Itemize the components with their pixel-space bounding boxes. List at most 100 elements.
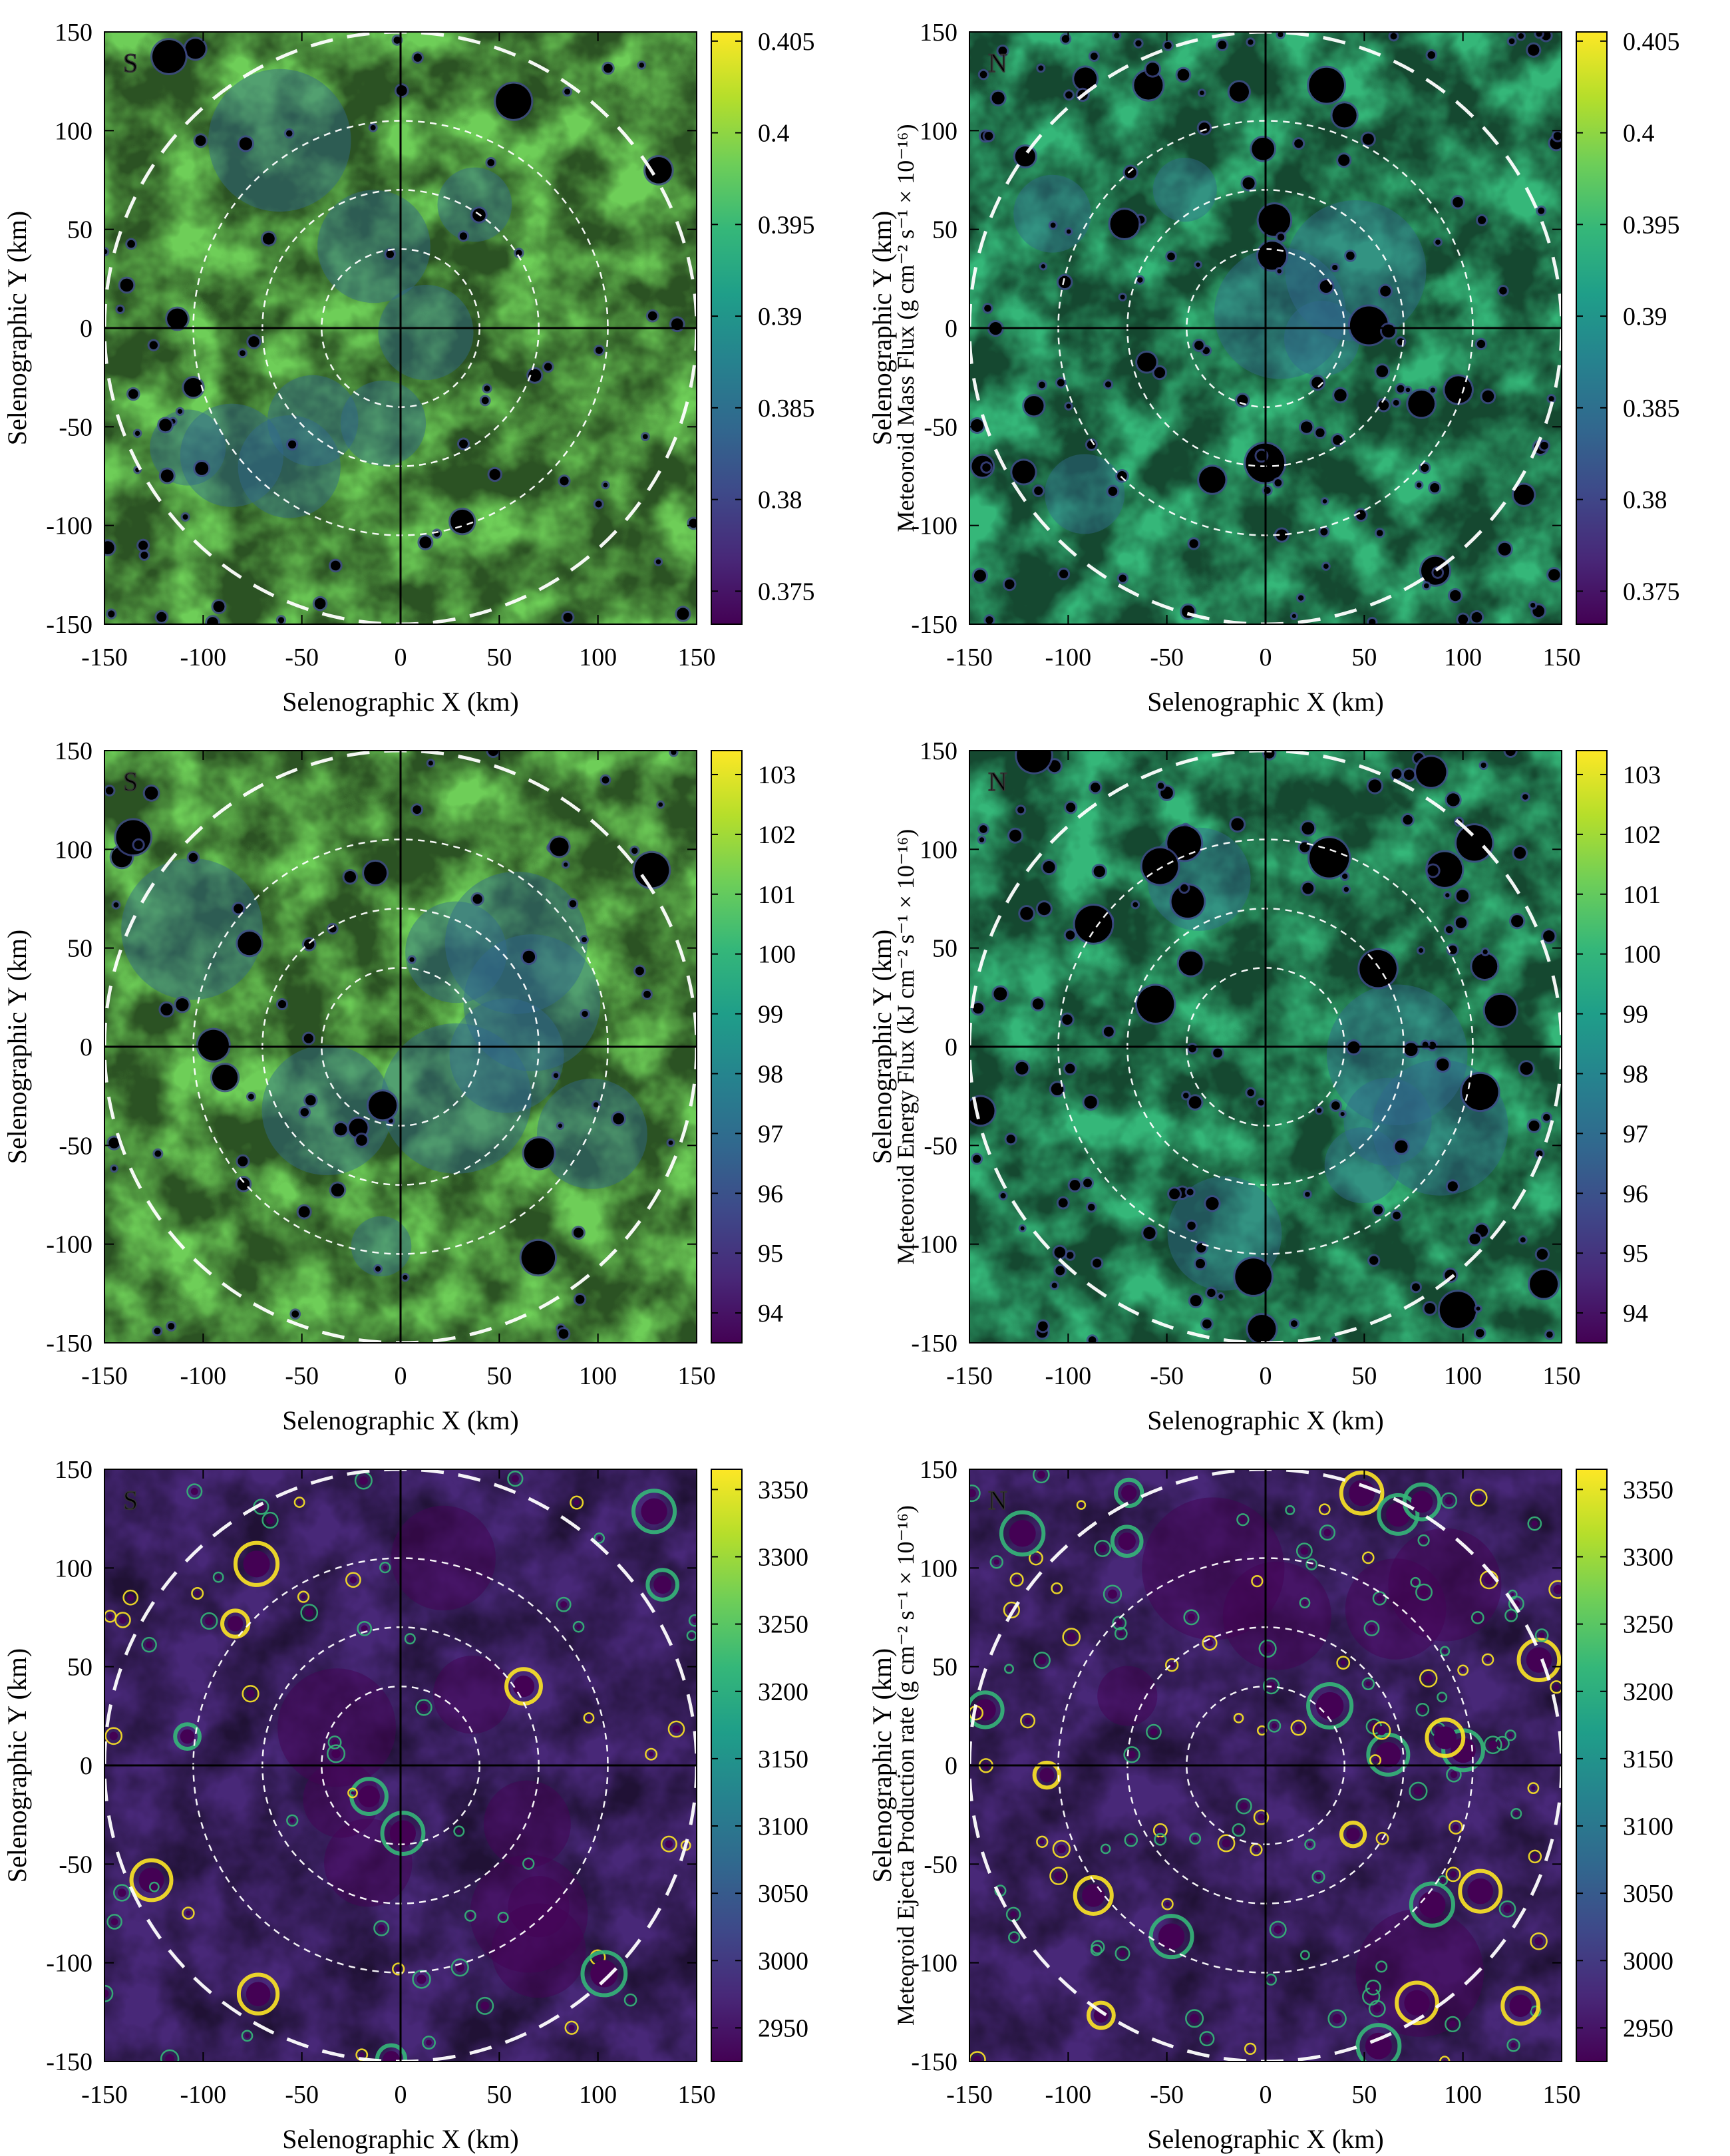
colorbar-tick-label: 3000 bbox=[1623, 1947, 1673, 1975]
colorbar-tick-label: 94 bbox=[758, 1300, 783, 1328]
colorbar-tick-label: 96 bbox=[1623, 1180, 1648, 1208]
colorbar-tick-label: 2950 bbox=[758, 2014, 808, 2042]
colorbar-tick-label: 3350 bbox=[758, 1476, 808, 1504]
colorbar: 335033003250320031503100305030002950Mete… bbox=[1576, 1469, 1673, 2062]
y-tick-label: -100 bbox=[46, 1231, 92, 1259]
y-tick-label: 0 bbox=[945, 1752, 957, 1780]
y-tick-label: 50 bbox=[67, 216, 92, 244]
y-axis-label: Selenographic Y (km) bbox=[2, 930, 32, 1164]
colorbar-tick-label: 2950 bbox=[1623, 2014, 1673, 2042]
x-tick-label: 100 bbox=[579, 1362, 617, 1390]
x-axis-label: Selenographic X (km) bbox=[282, 687, 518, 717]
y-tick-label: 0 bbox=[80, 1033, 92, 1061]
x-tick-label: 150 bbox=[1543, 2081, 1581, 2109]
x-tick-label: 0 bbox=[1260, 643, 1272, 671]
colorbar: 0.405 0.4 0.395 0.39 0.385 0.38 0.375 Meteoroid… bbox=[711, 28, 919, 625]
colorbar-tick-label: 3200 bbox=[1623, 1678, 1673, 1706]
colorbar-tick-label: 98 bbox=[1623, 1060, 1648, 1088]
y-tick-label: 0 bbox=[80, 1752, 92, 1780]
y-tick-label: 100 bbox=[920, 117, 957, 145]
y-tick-label: -100 bbox=[911, 1950, 957, 1978]
y-tick-label: 100 bbox=[55, 836, 92, 864]
x-tick-label: -150 bbox=[946, 1362, 993, 1390]
x-tick-label: 50 bbox=[1351, 1362, 1377, 1390]
y-tick-label: -100 bbox=[911, 512, 957, 540]
colorbar-tick-label: 3350 bbox=[1623, 1476, 1673, 1504]
x-tick-label: -50 bbox=[1150, 2081, 1184, 2109]
hemisphere-label: S bbox=[123, 767, 138, 797]
colorbar-tick-label: 0.385 bbox=[758, 395, 815, 423]
panel-6: N -150 -100 -50 0 50 100 150 -150 -100 -50 0 50 100 15… bbox=[867, 1456, 1673, 2154]
x-axis-label: Selenographic X (km) bbox=[282, 2124, 518, 2154]
colorbar-tick-label: 102 bbox=[758, 821, 796, 849]
x-tick-label: -100 bbox=[180, 2081, 227, 2109]
colorbar-label: Meteoroid Mass Flux (g cm⁻² s⁻¹ × 10⁻¹⁶) bbox=[892, 124, 919, 532]
y-tick-label: 150 bbox=[55, 1456, 92, 1484]
colorbar-tick-label: 3050 bbox=[758, 1880, 808, 1908]
colorbar-tick-label: 101 bbox=[1623, 881, 1661, 909]
panel-5: S -150 -100 -50 0 50 100 150 -150 -100 -50 0 50 100 15… bbox=[2, 1456, 919, 2154]
x-tick-label: 150 bbox=[1543, 643, 1581, 671]
y-tick-label: -100 bbox=[46, 1950, 92, 1978]
colorbar: 103 102 101 100 99 98 97 96 95 94 Meteoroid Energy… bbox=[711, 750, 919, 1344]
hemisphere-label: N bbox=[988, 48, 1007, 78]
colorbar-tick-label: 98 bbox=[758, 1060, 783, 1088]
colorbar-tick-label: 3200 bbox=[758, 1678, 808, 1706]
x-tick-label: 100 bbox=[579, 2081, 617, 2109]
x-tick-label: -100 bbox=[180, 1362, 227, 1390]
y-tick-label: -50 bbox=[59, 413, 92, 441]
x-tick-label: -100 bbox=[1045, 1362, 1092, 1390]
x-tick-label: 0 bbox=[1260, 1362, 1272, 1390]
y-tick-label: -150 bbox=[46, 611, 92, 639]
colorbar-tick-label: 3300 bbox=[1623, 1543, 1673, 1571]
x-tick-label: -150 bbox=[81, 643, 128, 671]
colorbar-tick-label: 3150 bbox=[758, 1745, 808, 1773]
hemisphere-label: S bbox=[123, 48, 138, 78]
x-tick-label: 50 bbox=[486, 2081, 512, 2109]
colorbar-tick-label: 0.39 bbox=[758, 303, 802, 331]
y-axis-label: Selenographic Y (km) bbox=[2, 211, 32, 445]
x-tick-label: 150 bbox=[678, 2081, 716, 2109]
x-tick-label: 150 bbox=[1543, 1362, 1581, 1390]
y-tick-label: -150 bbox=[911, 2048, 957, 2076]
x-tick-label: -50 bbox=[285, 2081, 319, 2109]
y-tick-label: -150 bbox=[911, 1330, 957, 1357]
x-tick-label: -150 bbox=[946, 2081, 993, 2109]
colorbar-tick-label: 99 bbox=[758, 1001, 783, 1029]
hemisphere-label: S bbox=[123, 1485, 138, 1515]
colorbar: 335033003250320031503100305030002950Mete… bbox=[711, 1469, 919, 2062]
y-tick-label: -100 bbox=[46, 512, 92, 540]
x-tick-label: -50 bbox=[1150, 643, 1184, 671]
colorbar-tick-label: 0.375 bbox=[1623, 578, 1680, 606]
y-tick-label: 150 bbox=[920, 737, 957, 765]
colorbar-tick-label: 0.395 bbox=[758, 211, 815, 239]
heatmap-field bbox=[969, 751, 1562, 1343]
x-tick-label: 150 bbox=[678, 1362, 716, 1390]
colorbar-tick-label: 102 bbox=[1623, 821, 1661, 849]
y-tick-label: 0 bbox=[945, 1033, 957, 1061]
x-tick-label: 0 bbox=[1260, 2081, 1272, 2109]
colorbar-tick-label: 103 bbox=[758, 761, 796, 789]
y-tick-label: -50 bbox=[924, 1851, 957, 1879]
y-tick-label: 50 bbox=[932, 935, 957, 963]
x-tick-label: -100 bbox=[180, 643, 227, 671]
y-tick-label: -50 bbox=[924, 413, 957, 441]
y-tick-label: -150 bbox=[911, 611, 957, 639]
x-tick-label: 0 bbox=[395, 2081, 407, 2109]
x-tick-label: 50 bbox=[1351, 2081, 1377, 2109]
y-tick-label: 50 bbox=[67, 1654, 92, 1682]
x-tick-label: 100 bbox=[1444, 1362, 1482, 1390]
x-tick-label: 100 bbox=[1444, 643, 1482, 671]
colorbar-tick-label: 95 bbox=[1623, 1240, 1648, 1268]
colorbar-tick-label: 95 bbox=[758, 1240, 783, 1268]
colorbar-tick-label: 3150 bbox=[1623, 1745, 1673, 1773]
colorbar-tick-label: 3050 bbox=[1623, 1880, 1673, 1908]
x-tick-label: -50 bbox=[285, 643, 319, 671]
colorbar-tick-label: 3300 bbox=[758, 1543, 808, 1571]
colorbar-tick-label: 0.385 bbox=[1623, 395, 1680, 423]
colorbar-tick-label: 0.405 bbox=[758, 28, 815, 56]
colorbar-tick-label: 3100 bbox=[758, 1813, 808, 1841]
y-axis-label: Selenographic Y (km) bbox=[867, 1648, 897, 1883]
colorbar-tick-label: 94 bbox=[1623, 1300, 1648, 1328]
